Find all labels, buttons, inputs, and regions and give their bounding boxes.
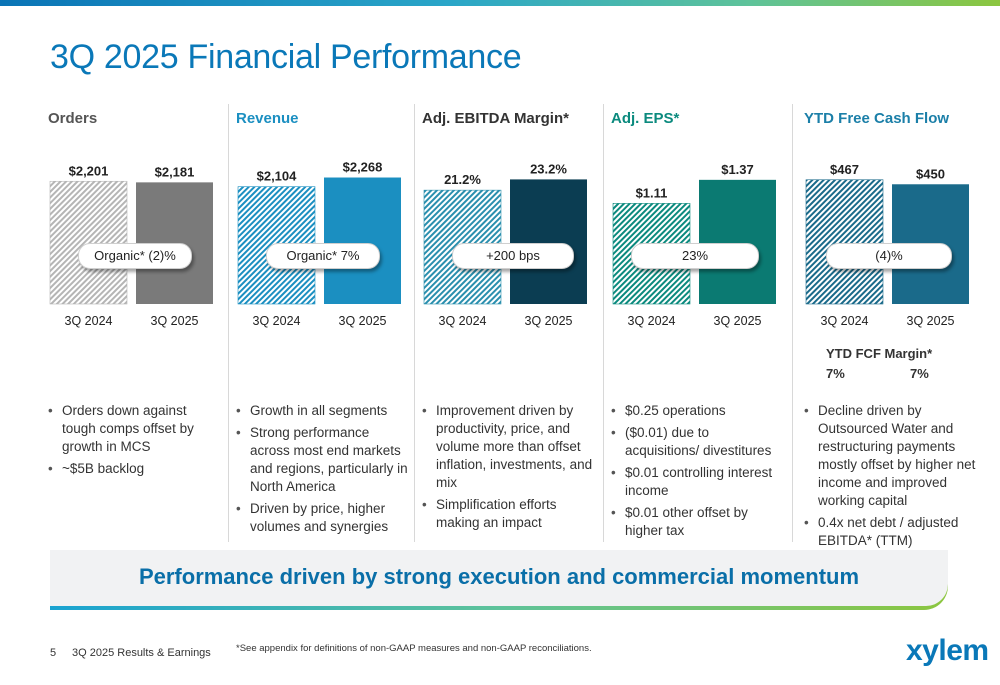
revenue-panel: Revenue $2,104 3Q 2024 $2,268 3Q 2025 Organ… (228, 104, 414, 544)
data-label: $450 (916, 166, 945, 181)
data-label: $467 (830, 162, 859, 177)
x-tick-label: 3Q 2025 (525, 314, 573, 328)
page-title: 3Q 2025 Financial Performance (50, 38, 522, 76)
x-tick-label: 3Q 2025 (907, 314, 955, 328)
bullet-item: Simplification efforts making an impact (418, 496, 598, 532)
bullet-item: ~$5B backlog (44, 460, 224, 478)
fcf-margin-label: YTD FCF Margin* (826, 346, 933, 361)
divider (603, 104, 604, 542)
divider (228, 104, 229, 542)
panel-title: Orders (48, 110, 98, 127)
eps-panel: Adj. EPS* $1.11 3Q 2024 $1.37 3Q 2025 23% $… (603, 104, 789, 544)
footnote: *See appendix for definitions of non-GAA… (236, 643, 592, 654)
growth-badge: (4)% (826, 243, 952, 269)
banner-text: Performance driven by strong execution a… (138, 564, 860, 589)
data-label: $2,104 (257, 169, 298, 184)
bullet-item: Orders down against tough comps offset b… (44, 402, 224, 456)
data-label: 21.2% (444, 172, 481, 187)
bullet-item: $0.01 controlling interest income (607, 464, 787, 500)
fcf-margin-value: 7% (826, 366, 845, 381)
growth-badge: 23% (631, 243, 759, 269)
bullet-item: Growth in all segments (232, 402, 412, 420)
x-tick-label: 3Q 2025 (714, 314, 762, 328)
data-label: $2,181 (155, 164, 195, 179)
data-label: 23.2% (530, 161, 567, 176)
x-tick-label: 3Q 2024 (65, 314, 113, 328)
ebitda-bullets: Improvement driven by productivity, pric… (418, 402, 598, 536)
data-label: $1.11 (636, 185, 668, 200)
xylem-logo: xylem (906, 634, 989, 667)
growth-badge: Organic* (2)% (78, 243, 192, 269)
top-accent-bar (0, 0, 1000, 6)
x-tick-label: 3Q 2025 (339, 314, 387, 328)
revenue-bullets: Growth in all segments Strong performance… (232, 402, 412, 540)
bullet-item: Strong performance across most end marke… (232, 424, 412, 496)
x-tick-label: 3Q 2025 (151, 314, 199, 328)
page-number: 5 (50, 647, 57, 659)
growth-badge: +200 bps (452, 243, 574, 269)
eps-chart: $1.11 3Q 2024 $1.37 3Q 2025 (612, 162, 776, 328)
bullet-item: 0.4x net debt / adjusted EBITDA* (TTM) (800, 514, 980, 550)
panel-title: Adj. EBITDA Margin* (422, 110, 569, 127)
orders-chart: $2,201 3Q 2024 $2,181 3Q 2025 (49, 163, 213, 328)
orders-panel: Orders $2,201 3Q 2024 $2,181 3Q 2025 Organi… (40, 104, 226, 544)
panel-title: Revenue (236, 110, 299, 127)
panel-title: Adj. EPS* (611, 110, 680, 127)
x-tick-label: 3Q 2024 (439, 314, 487, 328)
x-tick-label: 3Q 2024 (821, 314, 869, 328)
ebitda-panel: Adj. EBITDA Margin* 21.2% 3Q 2024 23.2% 3Q … (414, 104, 600, 544)
eps-bullets: $0.25 operations ($0.01) due to acquisiti… (607, 402, 787, 544)
bullet-item: $0.25 operations (607, 402, 787, 420)
bar-3q-2025 (699, 179, 776, 304)
revenue-chart: $2,104 3Q 2024 $2,268 3Q 2025 (237, 160, 401, 328)
fcf-panel: YTD Free Cash Flow $467 3Q 2024 $450 3Q 202… (796, 104, 982, 548)
ebitda-chart: 21.2% 3Q 2024 23.2% 3Q 2025 (423, 161, 587, 328)
bar-3q-2025 (510, 179, 587, 304)
growth-badge: Organic* 7% (266, 243, 380, 269)
bar-3q-2024 (805, 179, 884, 305)
bar-3q-2024 (49, 180, 128, 305)
x-tick-label: 3Q 2024 (628, 314, 676, 328)
divider (792, 104, 793, 542)
bullet-item: ($0.01) due to acquisitions/ divestiture… (607, 424, 787, 460)
panel-title: YTD Free Cash Flow (804, 110, 950, 127)
fcf-chart: $467 3Q 2024 $450 3Q 2025 (805, 162, 969, 328)
bullet-item: Driven by price, higher volumes and syne… (232, 500, 412, 536)
bar-3q-2025 (324, 177, 401, 304)
summary-banner: Performance driven by strong execution a… (50, 550, 948, 610)
fcf-bullets: Decline driven by Outsourced Water and r… (800, 402, 980, 554)
deck-title: 3Q 2025 Results & Earnings (72, 647, 211, 659)
fcf-margin-value: 7% (910, 366, 929, 381)
x-tick-label: 3Q 2024 (253, 314, 301, 328)
bullet-item: $0.01 other offset by higher tax (607, 504, 787, 540)
orders-bullets: Orders down against tough comps offset b… (44, 402, 224, 482)
bullet-item: Improvement driven by productivity, pric… (418, 402, 598, 492)
data-label: $2,268 (343, 160, 383, 175)
divider (414, 104, 415, 542)
data-label: $1.37 (721, 162, 754, 177)
bullet-item: Decline driven by Outsourced Water and r… (800, 402, 980, 510)
data-label: $2,201 (69, 163, 109, 178)
